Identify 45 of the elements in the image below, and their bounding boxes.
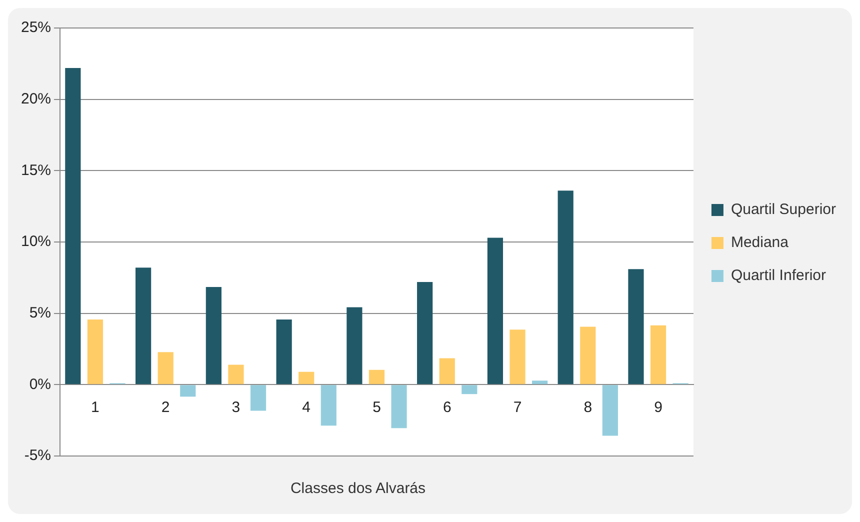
bar [87,319,104,384]
bar [650,325,666,384]
bar [391,385,407,428]
legend-label: Quartil Superior [730,201,836,218]
bar [65,68,81,384]
bar [368,370,385,384]
x-tick-label: 3 [232,398,240,416]
legend-label: Quartil Inferior [730,267,826,284]
bar [158,352,174,384]
bar [602,385,618,436]
y-tick-label: 20% [20,90,52,108]
x-axis-title: Classes dos Alvarás [289,479,427,497]
bar [487,238,504,384]
x-tick-label: 9 [654,398,662,416]
x-tick-label: 5 [372,398,381,416]
x-tick-label: 4 [302,398,311,416]
y-tick-label: 25% [20,19,52,36]
bar [346,307,362,384]
x-tick-label: 8 [584,398,592,416]
bar [510,330,526,384]
bar [558,190,574,384]
bar [298,372,314,384]
legend-label: Mediana [730,234,790,252]
y-tick-label: 15% [20,162,52,179]
bar [417,282,433,384]
y-tick-label: 5% [29,304,52,322]
bar [206,286,222,384]
x-tick-label: 7 [513,398,522,416]
bar [439,358,455,384]
y-tick-label: -5% [24,447,52,464]
bar [136,268,152,384]
bar [180,385,196,397]
x-tick-label: 1 [91,398,100,416]
bar [532,380,548,384]
bar [228,364,244,384]
x-tick-label: 6 [442,398,452,416]
y-tick-label: 10% [20,233,52,250]
x-tick-label: 2 [161,398,170,416]
bar [276,319,292,384]
bar [320,385,336,426]
bar [580,326,596,384]
bar [628,269,644,384]
y-tick-label: 0% [29,376,52,393]
bar [250,385,266,411]
bar [462,385,478,394]
